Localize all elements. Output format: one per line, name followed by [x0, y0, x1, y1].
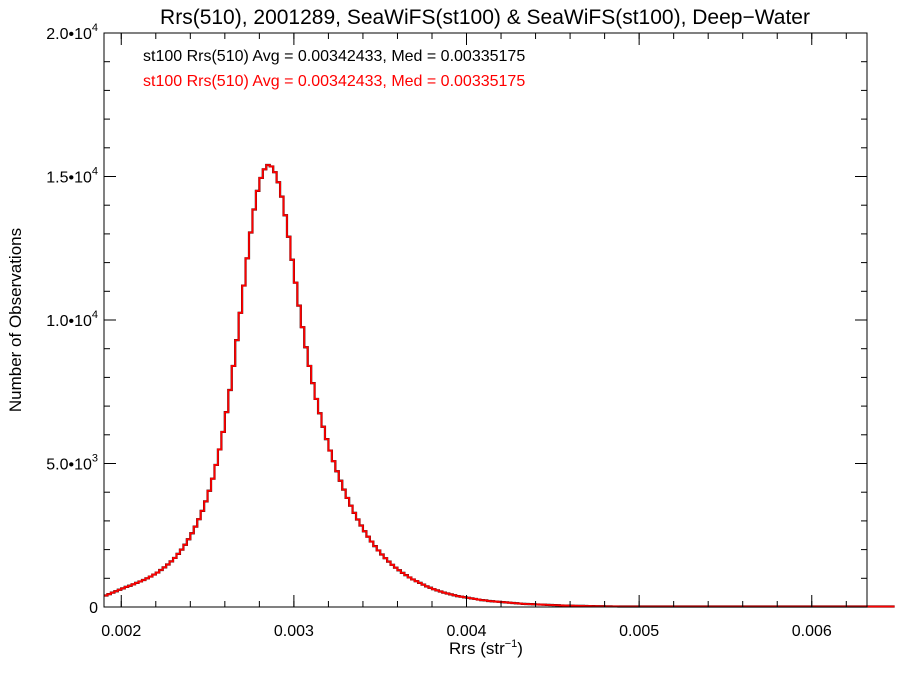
y-tick-exponent: 4 [92, 22, 98, 34]
x-tick-label: 0.002 [101, 623, 141, 640]
y-tick-mantissa: 1.0•10 [46, 313, 92, 330]
x-axis-label-sup: −1 [505, 638, 518, 650]
legend: st100 Rrs(510) Avg = 0.00342433, Med = 0… [143, 48, 525, 90]
y-tick-label: 0 [89, 600, 98, 617]
x-axis-label-close: ) [517, 639, 523, 658]
histogram-series-1 [104, 164, 895, 608]
x-tick-label: 0.004 [446, 623, 486, 640]
chart-title: Rrs(510), 2001289, SeaWiFS(st100) & SeaW… [160, 6, 810, 29]
x-axis-label-base: Rrs (str [449, 639, 505, 658]
y-tick-mantissa: 2.0•10 [46, 26, 92, 43]
y-tick-mantissa: 0 [89, 600, 98, 617]
x-tick-label: 0.006 [792, 623, 832, 640]
y-tick-label: 2.0•104 [46, 22, 98, 43]
x-tick-label: 0.005 [619, 623, 659, 640]
legend-entry: st100 Rrs(510) Avg = 0.00342433, Med = 0… [143, 48, 525, 65]
x-tick-label: 0.003 [274, 623, 314, 640]
x-axis: 0.002 0.003 0.004 0.005 0.006 [101, 33, 847, 640]
x-axis-label: Rrs (str−1) [449, 638, 523, 658]
y-tick-label: 1.0•104 [46, 309, 98, 330]
legend-entry: st100 Rrs(510) Avg = 0.00342433, Med = 0… [143, 73, 525, 90]
y-axis-label: Number of Observations [6, 228, 25, 412]
y-tick-mantissa: 1.5•10 [46, 170, 92, 187]
plot-frame [103, 32, 868, 608]
series-layer [104, 163, 895, 608]
y-tick-exponent: 4 [92, 166, 98, 178]
histogram-series-0 [104, 163, 895, 608]
y-tick-exponent: 3 [92, 453, 98, 465]
y-tick-mantissa: 5.0•10 [46, 457, 92, 474]
y-tick-exponent: 4 [92, 309, 98, 321]
y-tick-label: 5.0•103 [46, 453, 98, 474]
y-tick-label: 1.5•104 [46, 166, 98, 187]
